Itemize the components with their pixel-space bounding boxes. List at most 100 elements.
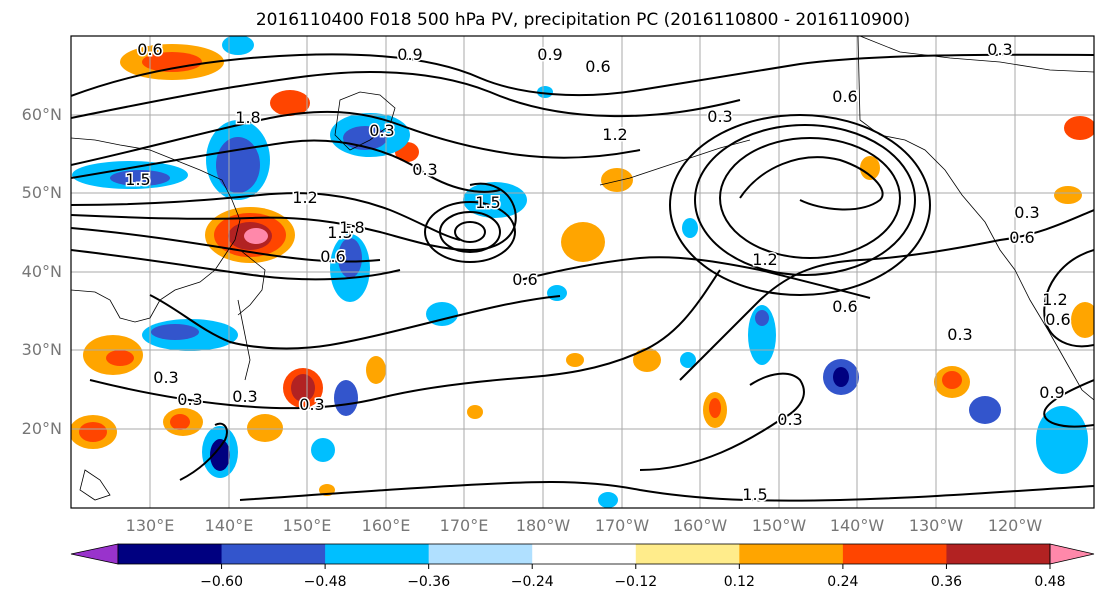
precip-blob (106, 350, 134, 366)
lon-label: 140°E (205, 516, 254, 535)
contour-label: 0.6 (585, 57, 610, 76)
precip-blob (860, 156, 880, 180)
contour-label: 1.2 (292, 188, 317, 207)
precip-blob (216, 137, 260, 193)
precip-blob (426, 302, 458, 326)
precip-blob (709, 398, 721, 418)
contour-label: 0.3 (177, 390, 202, 409)
precip-blob (170, 414, 190, 430)
contour-label: 0.6 (1009, 228, 1034, 247)
coastlines (71, 36, 1094, 501)
precip-blob (537, 86, 553, 98)
precip-blob (247, 414, 283, 442)
colorbar-frame (117, 543, 1051, 565)
precip-blob (79, 422, 107, 442)
precip-blob (598, 492, 618, 508)
lon-label: 130°W (909, 516, 964, 535)
lat-label: 60°N (22, 105, 62, 124)
precip-blob (151, 324, 199, 340)
colorbar-segment (635, 544, 740, 564)
figure-title: 2016110400 F018 500 hPa PV, precipitatio… (256, 10, 910, 30)
precip-blob (942, 371, 962, 389)
colorbar-tick-label: 0.36 (931, 574, 962, 590)
contour-label: 0.9 (1039, 383, 1064, 402)
contour-label: 0.3 (987, 40, 1012, 59)
colorbar-segment (739, 544, 844, 564)
colorbar-tick-label: −0.12 (614, 574, 657, 590)
precip-blob (561, 222, 605, 262)
contour-label: 0.6 (512, 270, 537, 289)
contour-label: 1.5 (742, 485, 767, 504)
lon-label: 120°W (988, 516, 1043, 535)
precip-blob (210, 439, 230, 471)
precip-blob (680, 352, 696, 368)
colorbar-extend-max (1049, 543, 1095, 565)
contour-label: 1.5 (327, 223, 352, 242)
lat-label: 30°N (22, 340, 62, 359)
contour-label: 1.2 (752, 250, 777, 269)
lon-label: 170°E (440, 516, 489, 535)
precip-blob (338, 238, 362, 278)
contour-label: 0.6 (1045, 310, 1070, 329)
precip-blob (1054, 186, 1082, 204)
colorbar-segment (118, 544, 223, 564)
colorbar-segment (325, 544, 430, 564)
lon-label: 150°E (283, 516, 332, 535)
colorbar-segment (221, 544, 326, 564)
contour-label: 1.5 (475, 193, 500, 212)
precip-blob (682, 218, 698, 238)
precip-blob (142, 52, 202, 72)
contour-label: 0.6 (137, 40, 162, 59)
contour-label: 0.9 (397, 45, 422, 64)
contour-label: 0.3 (777, 410, 802, 429)
contour-label: 0.3 (412, 160, 437, 179)
colorbar-segment (946, 544, 1051, 564)
precip-blob (755, 310, 769, 326)
colorbar-tick-label: 0.24 (827, 574, 858, 590)
colorbar: −0.60 −0.48 −0.36 −0.24 −0.12 0.12 0.24 0.36 0.4… (70, 543, 1095, 590)
precip-blob (366, 356, 386, 384)
contour-label: 0.6 (320, 247, 345, 266)
contour-label: 0.3 (369, 121, 394, 140)
longitude-labels: 130°E 140°E 150°E 160°E 170°E 180°W 170°… (126, 516, 1043, 535)
contour-label: 1.5 (125, 170, 150, 189)
contour-label: 0.3 (299, 395, 324, 414)
precip-blob (222, 36, 254, 55)
precip-blob (1071, 302, 1094, 338)
contour-label: 1.2 (602, 125, 627, 144)
lon-label: 180°W (516, 516, 571, 535)
precip-blob (334, 380, 358, 416)
lon-label: 140°W (830, 516, 885, 535)
contour-label: 0.3 (232, 387, 257, 406)
contour-labels: 0.6 0.9 0.90.61.80.31.51.2 1.50.31.21.51.80… (124, 39, 1072, 506)
lat-label: 20°N (22, 419, 62, 438)
precip-blob (311, 438, 335, 462)
lon-label: 160°E (362, 516, 411, 535)
map-panel: 0.6 0.9 0.90.61.80.31.51.2 1.50.31.21.51.80… (22, 35, 1095, 535)
colorbar-segment (428, 544, 533, 564)
precip-blob (1064, 116, 1094, 140)
pv-contours (71, 53, 1094, 502)
contour-label: 0.3 (153, 368, 178, 387)
contour-label: 0.9 (537, 45, 562, 64)
precip-blob (833, 367, 849, 387)
contour-label: 1.8 (339, 218, 364, 237)
precip-blob (547, 285, 567, 301)
precip-blob (601, 168, 633, 192)
contour-label: 0.3 (1014, 203, 1039, 222)
lon-label: 150°W (752, 516, 807, 535)
precip-blob (1036, 406, 1088, 474)
contour-label: 0.3 (947, 325, 972, 344)
lon-label: 130°E (126, 516, 175, 535)
colorbar-tick-label: −0.60 (200, 574, 243, 590)
precip-blob (566, 353, 584, 367)
colorbar-segment (532, 544, 637, 564)
colorbar-segment (842, 544, 947, 564)
colorbar-extend-min (70, 543, 119, 565)
colorbar-tick-label: −0.36 (407, 574, 450, 590)
precip-blob (110, 170, 170, 186)
lon-label: 170°W (595, 516, 650, 535)
precip-blob (291, 374, 315, 402)
contour-label: 1.8 (235, 108, 260, 127)
contour-label: 0.3 (707, 107, 732, 126)
